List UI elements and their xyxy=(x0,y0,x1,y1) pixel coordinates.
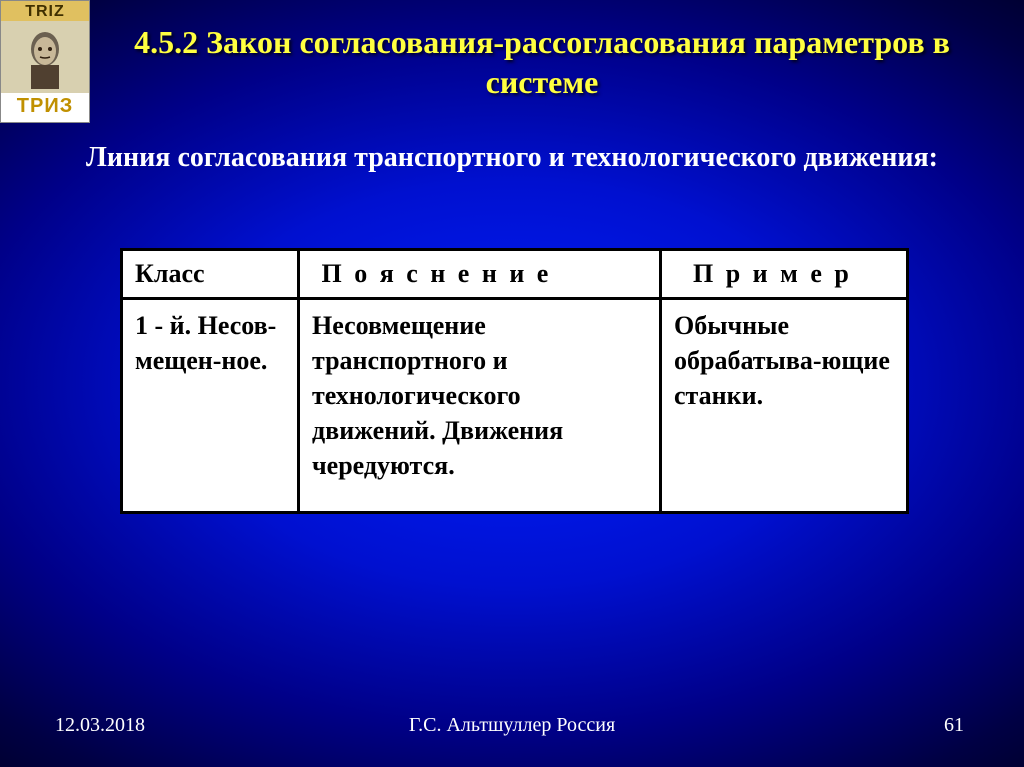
footer-page-number: 61 xyxy=(944,714,964,737)
slide: TRIZ ТРИЗ 4.5.2 Закон согласования-рассо… xyxy=(0,0,1024,767)
logo-top-label: TRIZ xyxy=(1,1,89,21)
slide-subtitle: Линия согласования транспортного и техно… xyxy=(60,140,964,176)
table-header-example: П р и м е р xyxy=(661,250,908,299)
logo-bottom-label: ТРИЗ xyxy=(1,93,89,122)
table-header-explanation: П о я с н е н и е xyxy=(299,250,661,299)
content-table: Класс П о я с н е н и е П р и м е р 1 - … xyxy=(120,248,909,514)
triz-logo: TRIZ ТРИЗ xyxy=(0,0,90,123)
table-row: 1 - й. Несов-мещен-ное. Несовмещение тра… xyxy=(122,299,908,513)
cell-example: Обычные обрабатыва-ющие станки. xyxy=(661,299,908,513)
footer-author: Г.С. Альтшуллер Россия xyxy=(0,714,1024,737)
logo-portrait xyxy=(1,21,89,93)
table-header-row: Класс П о я с н е н и е П р и м е р xyxy=(122,250,908,299)
cell-explanation: Несовмещение транспортного и технологиче… xyxy=(299,299,661,513)
table-header-class: Класс xyxy=(122,250,299,299)
cell-class: 1 - й. Несов-мещен-ное. xyxy=(122,299,299,513)
slide-title: 4.5.2 Закон согласования-рассогласования… xyxy=(100,22,984,102)
